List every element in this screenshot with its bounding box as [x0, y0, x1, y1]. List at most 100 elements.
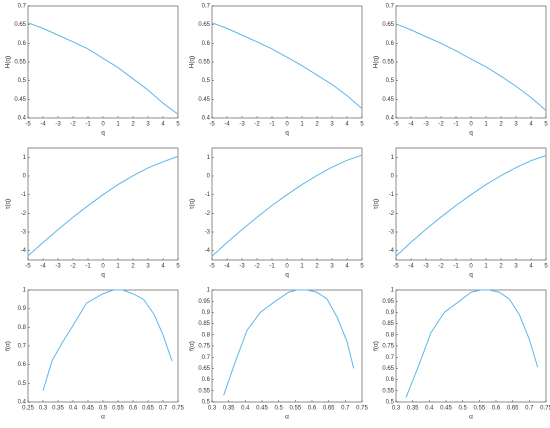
data-line — [395, 23, 547, 111]
plot-frame — [395, 289, 547, 403]
x-tick-label: 4 — [529, 122, 533, 128]
x-tick-label: -5 — [209, 122, 215, 128]
panel: 0.25 0.3 0.35 0.4 0.45 0.5 0.55 0.6 0.65 0.7 0.75 0… — [5, 288, 185, 421]
x-axis-label: q — [101, 272, 105, 279]
x-tick-label: 0.4 — [69, 406, 78, 412]
x-tick-label: 0.7 — [341, 406, 350, 412]
y-tick-label: 0.6 — [202, 377, 211, 383]
y-tick-label: -2 — [205, 211, 211, 217]
x-tick-label: 0 — [285, 122, 289, 128]
y-tick-label: 0.9 — [202, 310, 211, 316]
y-tick-label: 0.7 — [202, 4, 211, 10]
y-tick-label: 0.4 — [18, 400, 27, 406]
x-tick-label: 5 — [544, 122, 548, 128]
data-line — [211, 154, 363, 257]
y-tick-label: 0.5 — [386, 78, 395, 84]
y-tick-label: 0.55 — [198, 60, 210, 66]
y-tick-label: 0.8 — [18, 325, 27, 331]
plot-frame — [27, 5, 179, 119]
x-tick-label: 0.3 — [39, 406, 48, 412]
x-tick-label: 0.6 — [492, 406, 501, 412]
x-tick-label: -1 — [269, 264, 275, 270]
x-tick-label: 4 — [345, 122, 349, 128]
y-tick-label: 0.7 — [386, 355, 395, 361]
plot-frame — [27, 289, 179, 403]
x-tick-label: 3 — [330, 122, 334, 128]
x-tick-label: -5 — [209, 264, 215, 270]
x-tick-label: -4 — [40, 122, 46, 128]
y-tick-label: 0.7 — [18, 344, 27, 350]
y-tick-label: 0 — [391, 174, 395, 180]
y-tick-label: 0.75 — [382, 344, 394, 350]
x-tick-label: -4 — [224, 122, 230, 128]
x-tick-label: 3 — [330, 264, 334, 270]
x-tick-label: -4 — [224, 264, 230, 270]
x-tick-label: -1 — [453, 122, 459, 128]
x-tick-label: -3 — [423, 122, 429, 128]
x-axis-label: q — [101, 130, 105, 137]
x-tick-label: 0 — [469, 122, 473, 128]
x-tick-label: 3 — [514, 122, 518, 128]
panel: -5 -4 -3 -2 -1 0 1 2 3 4 5 -4 -3 -2 -1 0 1 q τ(q) — [189, 147, 364, 279]
y-tick-label: -3 — [389, 230, 395, 236]
panel: 0.3 0.35 0.4 0.45 0.5 0.55 0.6 0.65 0.7 0.75 0.5 0.… — [189, 288, 369, 421]
y-tick-label: 0.55 — [382, 388, 394, 394]
y-tick-label: 0.6 — [202, 41, 211, 47]
y-tick-label: 0.5 — [202, 400, 211, 406]
y-axis-label: τ(q) — [373, 199, 380, 210]
x-tick-label: -1 — [85, 264, 91, 270]
x-tick-label: -4 — [40, 264, 46, 270]
x-tick-label: 0.3 — [208, 406, 217, 412]
x-tick-label: 0.3 — [392, 406, 401, 412]
x-tick-label: 1 — [484, 264, 488, 270]
y-tick-label: 1 — [23, 288, 27, 294]
x-tick-label: -5 — [393, 122, 399, 128]
plot-frame — [395, 5, 547, 119]
data-line — [223, 289, 355, 396]
y-tick-label: 0.65 — [198, 22, 210, 28]
x-tick-label: 4 — [345, 264, 349, 270]
x-tick-label: 0 — [101, 122, 105, 128]
x-tick-label: -5 — [25, 122, 31, 128]
y-tick-label: -4 — [205, 248, 211, 254]
panel: -5 -4 -3 -2 -1 0 1 2 3 4 5 0.4 0.45 0.5 0.55 0.6 0.65 0.7… — [373, 4, 549, 137]
x-tick-label: -2 — [254, 122, 260, 128]
x-axis-label: q — [285, 130, 289, 137]
x-tick-label: 0 — [285, 264, 289, 270]
y-tick-label: 0.6 — [18, 362, 27, 368]
y-tick-label: 0.7 — [386, 4, 395, 10]
y-tick-label: 1 — [23, 155, 27, 161]
x-tick-label: 0.5 — [458, 406, 467, 412]
x-tick-label: 0.65 — [507, 406, 519, 412]
y-tick-label: 0.8 — [202, 332, 211, 338]
y-tick-label: 1 — [391, 155, 395, 161]
x-tick-label: -2 — [254, 264, 260, 270]
x-tick-label: 0.65 — [142, 406, 154, 412]
x-tick-label: 5 — [544, 264, 548, 270]
x-tick-label: 0.5 — [99, 406, 108, 412]
y-tick-label: 0.65 — [382, 22, 394, 28]
x-tick-label: 1 — [300, 264, 304, 270]
x-tick-label: -1 — [453, 264, 459, 270]
x-tick-label: 2 — [315, 122, 319, 128]
data-line — [27, 22, 179, 115]
y-tick-label: 0.55 — [382, 60, 394, 66]
x-tick-label: 2 — [131, 264, 135, 270]
y-tick-label: 0.55 — [14, 60, 26, 66]
plot-frame — [395, 147, 547, 261]
y-tick-label: 0.9 — [18, 306, 27, 312]
y-tick-label: 0.45 — [382, 97, 394, 103]
x-tick-label: 0.7 — [159, 406, 168, 412]
y-tick-label: 0.85 — [382, 321, 394, 327]
x-tick-label: 0.75 — [356, 406, 368, 412]
x-tick-label: 0.6 — [308, 406, 317, 412]
x-tick-label: 0.35 — [223, 406, 235, 412]
data-line — [42, 289, 173, 391]
x-tick-label: 0.6 — [129, 406, 138, 412]
y-tick-label: 0.95 — [198, 299, 210, 305]
y-tick-label: 0.75 — [198, 344, 210, 350]
y-tick-label: 0 — [207, 174, 211, 180]
x-tick-label: 4 — [161, 264, 165, 270]
x-tick-label: 0.55 — [112, 406, 124, 412]
